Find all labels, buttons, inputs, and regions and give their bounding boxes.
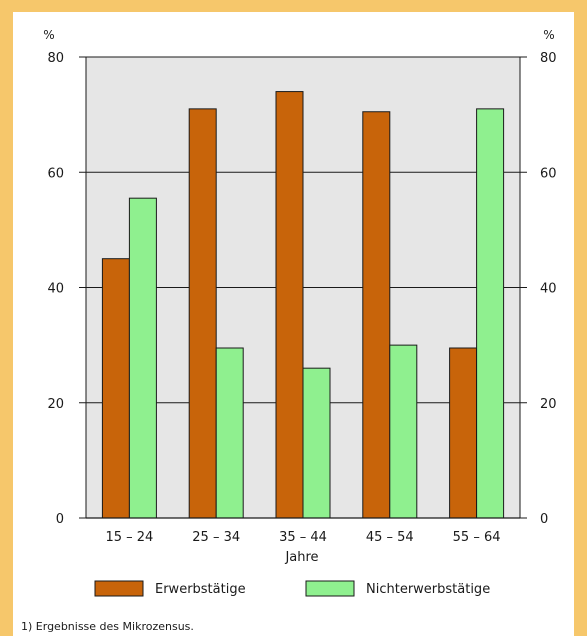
bar-erwerbstaetige — [275, 91, 304, 519]
x-tick-label: 15 – 24 — [105, 530, 153, 545]
x-tick-label: 55 – 64 — [453, 530, 501, 545]
y-tick-label-right: 20 — [540, 397, 557, 412]
y-axis-left: 0 20 40 60 80 — [47, 51, 87, 527]
bar-erwerbstaetige — [362, 111, 391, 519]
y-tick-label-right: 60 — [540, 166, 557, 181]
x-tick-label: 35 – 44 — [279, 530, 327, 545]
y-tick-label-right: 0 — [540, 512, 548, 527]
x-tick-label: 25 – 34 — [192, 530, 240, 545]
footnote: 1) Ergebnisse des Mikrozensus. — [21, 620, 194, 633]
y-tick-label-left: 60 — [47, 166, 64, 181]
legend-swatch-erwerbstaetige — [94, 580, 144, 597]
x-axis: 15 – 24 25 – 34 35 – 44 45 – 54 55 – 64 — [86, 517, 520, 545]
y-tick-label-left: 80 — [47, 51, 64, 66]
bar-erwerbstaetige — [449, 347, 478, 519]
bar-erwerbstaetige — [101, 258, 130, 519]
y-tick-label-right: 80 — [540, 51, 557, 66]
bar-erwerbstaetige — [188, 108, 217, 519]
bar-nichterwerbstaetige — [128, 197, 157, 519]
legend-swatch-nichterwerbstaetige — [305, 580, 355, 597]
bar-nichterwerbstaetige — [389, 344, 418, 519]
y-tick-label-left: 20 — [47, 397, 64, 412]
y-tick-label-right: 40 — [540, 282, 557, 297]
y-tick-label-left: 0 — [56, 512, 64, 527]
y-unit-right: % — [543, 28, 554, 42]
bar-nichterwerbstaetige — [302, 367, 331, 519]
legend-label-erwerbstaetige: Erwerbstätige — [155, 582, 246, 597]
x-tick-label: 45 – 54 — [366, 530, 414, 545]
bar-nichterwerbstaetige — [215, 347, 244, 519]
x-axis-label: Jahre — [284, 550, 318, 565]
y-axis-right: 0 20 40 60 80 — [519, 51, 557, 527]
bar-nichterwerbstaetige — [476, 108, 505, 519]
legend-label-nichterwerbstaetige: Nichterwerbstätige — [366, 582, 490, 597]
y-tick-label-left: 40 — [47, 282, 64, 297]
y-unit-left: % — [43, 28, 54, 42]
